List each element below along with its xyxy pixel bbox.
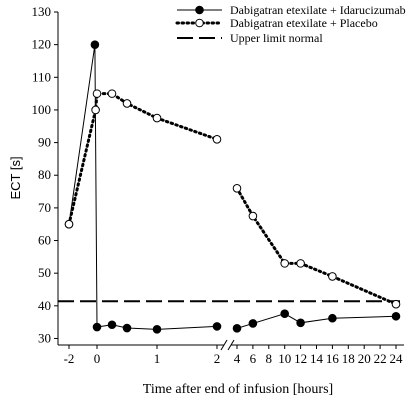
placebo-point — [92, 89, 102, 98]
x-tick-label: 14 — [310, 351, 324, 366]
x-tick-label: 16 — [326, 351, 340, 366]
legend-marker-placebo — [195, 18, 204, 28]
legend-label: Upper limit normal — [230, 31, 323, 45]
y-tick-label: 30 — [38, 330, 51, 345]
y-axis-title: ECT [s] — [8, 156, 23, 199]
legend-label: Dabigatran etexilate + Idarucizumab — [230, 3, 406, 17]
y-tick-label: 90 — [38, 135, 51, 150]
axis-break-mark — [227, 339, 235, 351]
placebo-point — [248, 211, 258, 221]
placebo-point — [212, 135, 222, 144]
placebo-point — [232, 183, 242, 193]
x-tick-label: 1 — [154, 351, 161, 366]
legend-label: Dabigatran etexilate + Placebo — [230, 16, 378, 30]
y-tick-label: 100 — [32, 102, 52, 117]
idarucizumab-point — [296, 318, 305, 328]
x-tick-label: 6 — [250, 351, 257, 366]
y-tick-label: 60 — [38, 233, 51, 248]
idarucizumab-point — [391, 311, 401, 321]
axis-break-mark — [220, 339, 228, 351]
legend-marker-idarucizumab — [195, 5, 204, 15]
placebo-line — [67, 92, 219, 226]
y-tick-label: 110 — [32, 69, 51, 84]
idarucizumab-point — [107, 320, 117, 330]
placebo-point — [152, 113, 162, 123]
placebo-point — [391, 299, 401, 309]
x-tick-label: 20 — [358, 351, 371, 366]
x-axis-title: Time after end of infusion [hours] — [143, 382, 333, 397]
idarucizumab-point — [92, 322, 102, 332]
x-tick-label: 4 — [234, 351, 241, 366]
x-tick-label: 8 — [266, 351, 273, 366]
x-tick-label: -2 — [64, 351, 75, 366]
placebo-point — [107, 89, 117, 98]
placebo-point — [64, 219, 74, 229]
placebo-point — [122, 99, 132, 108]
idarucizumab-point — [90, 40, 100, 49]
x-tick-label: 18 — [342, 351, 355, 366]
idarucizumab-point — [248, 319, 258, 328]
idarucizumab-line — [236, 313, 397, 329]
idarucizumab-point — [232, 324, 242, 333]
x-tick-label: 0 — [94, 351, 101, 366]
y-tick-label: 120 — [32, 37, 52, 52]
y-tick-label: 50 — [38, 265, 51, 280]
idarucizumab-point — [328, 313, 337, 323]
idarucizumab-point — [152, 325, 162, 334]
idarucizumab-line — [68, 44, 218, 330]
x-tick-label: 10 — [278, 351, 291, 366]
y-tick-label: 130 — [32, 4, 52, 19]
x-tick-label: 24 — [390, 351, 404, 366]
placebo-point — [280, 259, 290, 268]
placebo-point — [296, 259, 305, 268]
y-tick-label: 80 — [38, 167, 51, 182]
x-tick-label: 2 — [214, 351, 221, 366]
idarucizumab-point — [280, 309, 290, 318]
y-tick-label: 40 — [38, 298, 51, 313]
y-tick-label: 70 — [38, 200, 51, 215]
idarucizumab-point — [212, 322, 222, 331]
placebo-point — [91, 105, 100, 115]
placebo-point — [328, 272, 337, 281]
x-tick-label: 12 — [294, 351, 307, 366]
placebo-line — [235, 186, 398, 306]
x-tick-label: 22 — [374, 351, 387, 366]
idarucizumab-point — [122, 323, 132, 333]
